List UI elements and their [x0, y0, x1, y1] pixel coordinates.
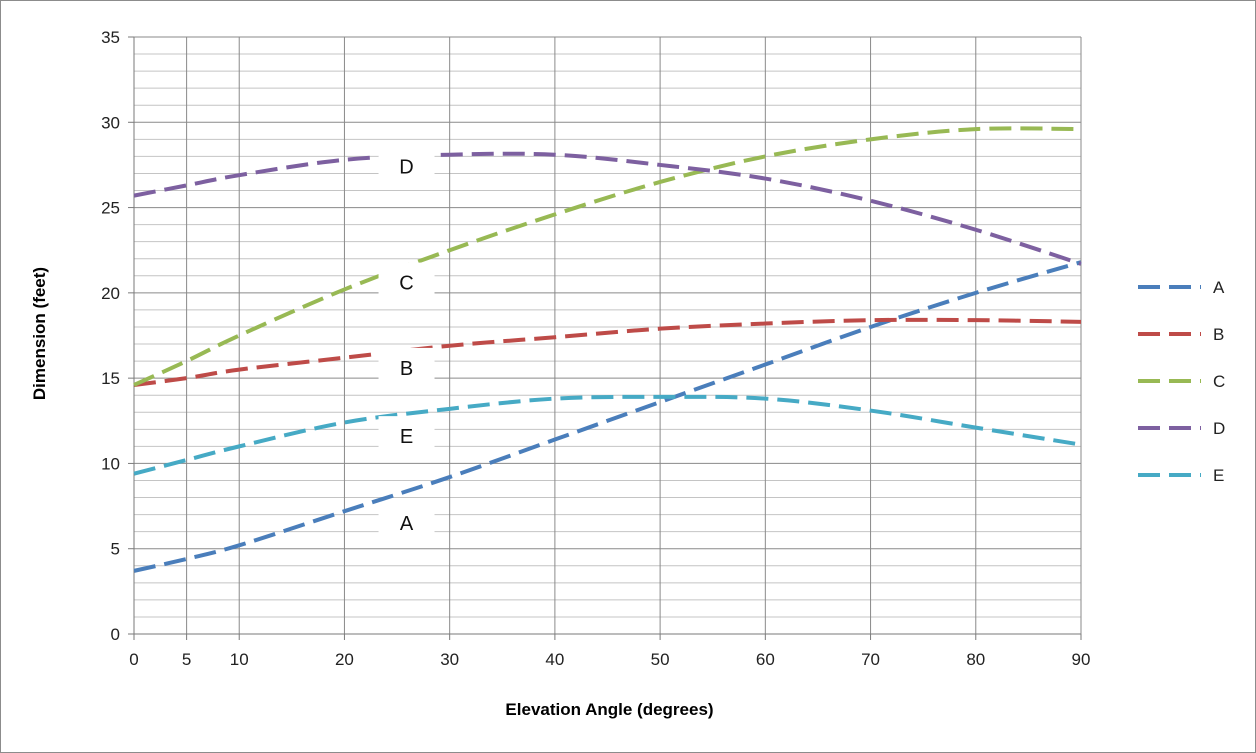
legend-label: A: [1213, 278, 1225, 297]
x-tick-label: 10: [230, 650, 249, 669]
legend-item-b: B: [1138, 325, 1224, 344]
series-lines: [133, 126, 1082, 573]
series-line-b: [133, 317, 1082, 387]
inline-label-d: D: [378, 146, 435, 185]
x-tick-label: 50: [651, 650, 670, 669]
grid: [133, 36, 1082, 635]
legend: A B C D E: [1138, 278, 1225, 485]
inline-label-text: C: [399, 273, 413, 295]
y-tick-label: 5: [111, 540, 120, 559]
y-axis-title: Dimension (feet): [30, 267, 49, 400]
x-tick-label: 30: [440, 650, 459, 669]
y-tick-label: 15: [101, 369, 120, 388]
x-tick-label: 0: [129, 650, 138, 669]
inline-label-box: [378, 262, 435, 301]
inline-label-text: B: [400, 358, 413, 380]
x-tick-label: 80: [966, 650, 985, 669]
x-tick-label: 60: [756, 650, 775, 669]
legend-item-a: A: [1138, 278, 1225, 297]
y-tick-label: 30: [101, 113, 120, 132]
inline-label-text: D: [399, 157, 413, 179]
inline-label-a: A: [378, 503, 435, 542]
series-line-c: [133, 126, 1082, 387]
x-tick-label: 70: [861, 650, 880, 669]
y-tick-label: 20: [101, 284, 120, 303]
inline-label-box: [378, 146, 435, 185]
series-inline-labels: A B C D E: [378, 146, 435, 542]
x-tick-label: 20: [335, 650, 354, 669]
series-line-d: [133, 151, 1082, 266]
legend-label: D: [1213, 419, 1225, 438]
legend-label: E: [1213, 466, 1224, 485]
inline-label-box: [378, 503, 435, 542]
y-tick-label: 25: [101, 199, 120, 218]
y-tick-label: 0: [111, 625, 120, 644]
tick-labels: 0 5 10 15 20 25 30 35 0 5 10 20 30 40 50 60 70 80 90: [101, 28, 1090, 669]
inline-label-text: E: [400, 426, 413, 448]
inline-label-text: A: [400, 513, 414, 535]
legend-item-d: D: [1138, 419, 1225, 438]
x-tick-label: 40: [545, 650, 564, 669]
series-line-e: [133, 394, 1082, 476]
x-axis-title: Elevation Angle (degrees): [505, 700, 713, 719]
x-tick-label: 5: [182, 650, 191, 669]
x-tick-label: 90: [1072, 650, 1091, 669]
legend-item-e: E: [1138, 466, 1224, 485]
inline-label-box: [378, 416, 435, 455]
legend-label: C: [1213, 372, 1225, 391]
y-tick-label: 10: [101, 454, 120, 473]
legend-item-c: C: [1138, 372, 1225, 391]
axes: [128, 36, 1082, 640]
inline-label-c: C: [378, 262, 435, 301]
series-line-a: [133, 260, 1082, 573]
inline-label-box: [378, 347, 435, 386]
legend-label: B: [1213, 325, 1224, 344]
inline-label-b: B: [378, 347, 435, 386]
y-tick-label: 35: [101, 28, 120, 47]
inline-label-e: E: [378, 416, 435, 455]
